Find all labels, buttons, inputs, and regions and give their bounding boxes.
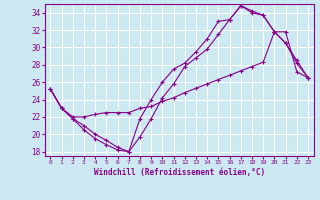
X-axis label: Windchill (Refroidissement éolien,°C): Windchill (Refroidissement éolien,°C): [94, 168, 265, 177]
